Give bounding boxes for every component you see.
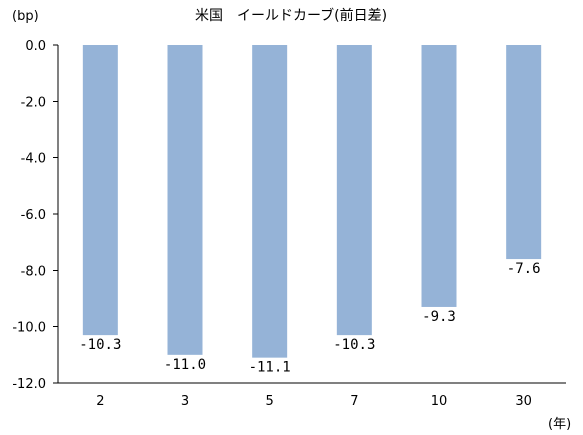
y-tick-label: 0.0 bbox=[25, 39, 46, 54]
bar bbox=[167, 45, 203, 355]
x-tick-label: 7 bbox=[350, 394, 358, 409]
bar bbox=[252, 45, 288, 358]
data-label: -11.1 bbox=[249, 360, 291, 376]
x-axis-ticks: 2 3 5 7 10 30 bbox=[96, 394, 532, 409]
x-tick-label: 2 bbox=[96, 394, 104, 409]
data-label: -10.3 bbox=[79, 337, 121, 353]
y-tick-label: -12.0 bbox=[12, 377, 46, 392]
y-axis-ticks: 0.0 -2.0 -4.0 -6.0 -8.0 -10.0 -12.0 bbox=[12, 39, 58, 392]
y-tick-label: -6.0 bbox=[21, 208, 46, 223]
data-label: -7.6 bbox=[507, 261, 541, 277]
y-tick-label: -8.0 bbox=[21, 264, 46, 279]
bar bbox=[336, 45, 372, 336]
bar bbox=[506, 45, 542, 260]
data-label: -11.0 bbox=[164, 357, 206, 373]
y-axis-unit-label: (bp) bbox=[12, 9, 39, 24]
y-tick-label: -10.0 bbox=[12, 321, 46, 336]
x-tick-label: 30 bbox=[515, 394, 532, 409]
x-tick-label: 3 bbox=[181, 394, 189, 409]
y-tick-label: -2.0 bbox=[21, 95, 46, 110]
bars bbox=[82, 45, 542, 358]
data-label: -10.3 bbox=[333, 337, 375, 353]
bar bbox=[421, 45, 457, 307]
chart-title: 米国 イールドカーブ(前日差) bbox=[195, 7, 387, 24]
y-tick-label: -4.0 bbox=[21, 152, 46, 167]
bar bbox=[82, 45, 118, 336]
x-axis-unit-label: (年) bbox=[548, 417, 571, 432]
x-tick-label: 5 bbox=[266, 394, 274, 409]
data-labels: -10.3 -11.0 -11.1 -10.3 -9.3 -7.6 bbox=[79, 261, 540, 376]
x-tick-label: 10 bbox=[431, 394, 448, 409]
data-label: -9.3 bbox=[422, 309, 456, 325]
